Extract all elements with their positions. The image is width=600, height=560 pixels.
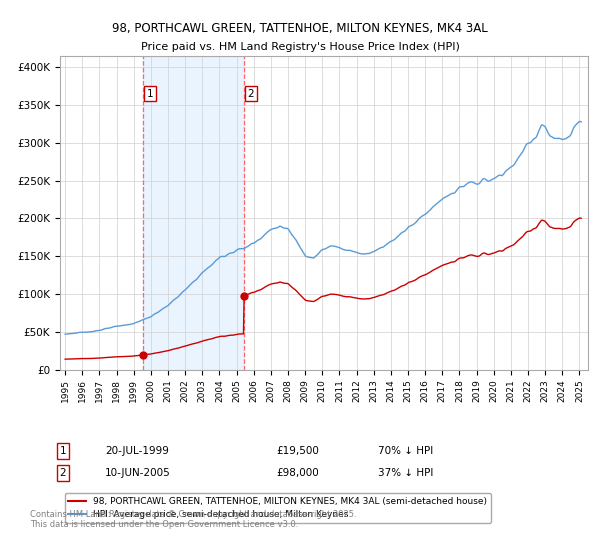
Text: 98, PORTHCAWL GREEN, TATTENHOE, MILTON KEYNES, MK4 3AL: 98, PORTHCAWL GREEN, TATTENHOE, MILTON K… [112,22,488,35]
Text: 10-JUN-2005: 10-JUN-2005 [105,468,171,478]
Text: 37% ↓ HPI: 37% ↓ HPI [378,468,433,478]
Bar [143,56,244,370]
Text: £19,500: £19,500 [276,446,319,456]
Text: 1: 1 [59,446,67,456]
Text: 1: 1 [146,88,153,99]
Text: Contains HM Land Registry data © Crown copyright and database right 2025.
This d: Contains HM Land Registry data © Crown c… [30,510,356,529]
Legend: 98, PORTHCAWL GREEN, TATTENHOE, MILTON KEYNES, MK4 3AL (semi-detached house), HP: 98, PORTHCAWL GREEN, TATTENHOE, MILTON K… [65,493,491,523]
Text: £98,000: £98,000 [276,468,319,478]
Text: 70% ↓ HPI: 70% ↓ HPI [378,446,433,456]
Text: 2: 2 [59,468,67,478]
Text: 20-JUL-1999: 20-JUL-1999 [105,446,169,456]
Text: Price paid vs. HM Land Registry's House Price Index (HPI): Price paid vs. HM Land Registry's House … [140,42,460,52]
Text: 2: 2 [248,88,254,99]
